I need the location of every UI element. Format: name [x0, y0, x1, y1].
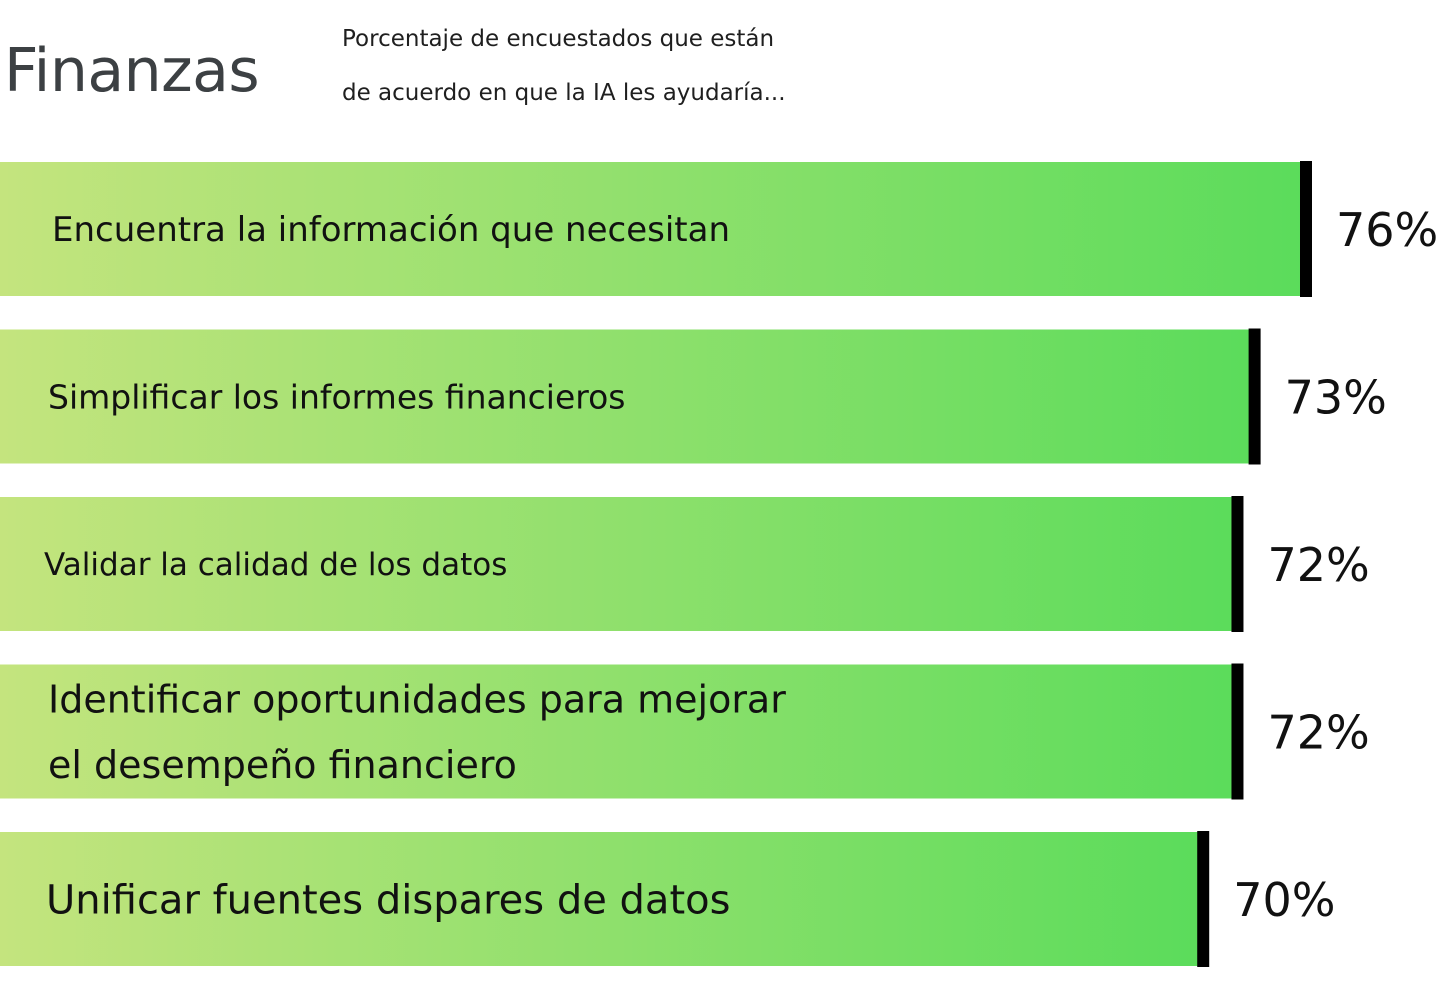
bar-end-marker-2	[1248, 328, 1261, 465]
bar-label-2: Simplificar los informes financieros	[48, 377, 625, 416]
bar-end-marker-5	[1197, 831, 1210, 967]
value-label-4: 72%	[1267, 706, 1369, 760]
subtitle-line-1: Porcentaje de encuestados que están	[342, 26, 775, 52]
chart-title: Finanzas	[4, 36, 260, 106]
bar-end-marker-1	[1300, 161, 1312, 297]
bar-label-4-line-2: el desempeño financiero	[48, 743, 517, 787]
value-label-5: 70%	[1233, 873, 1335, 927]
bar-3	[0, 497, 1234, 631]
subtitle-line-2: de acuerdo en que la IA les ayudaría...	[342, 80, 786, 106]
bar-end-marker-3	[1231, 496, 1244, 632]
chart-subtitle: Porcentaje de encuestados que están de a…	[342, 12, 902, 120]
bar-5	[0, 832, 1200, 966]
bar-2	[0, 329, 1251, 464]
bar-label-5: Unificar fuentes dispares de datos	[46, 877, 730, 923]
bar-label-3: Validar la calidad de los datos	[44, 547, 507, 583]
bar-label-4-line-1: Identificar oportunidades para mejorar	[48, 678, 786, 722]
bar-1	[0, 162, 1302, 296]
bar-end-marker-4	[1231, 663, 1244, 800]
bar-label-1: Encuentra la información que necesitan	[52, 210, 730, 250]
value-label-1: 76%	[1336, 203, 1438, 257]
value-label-3: 72%	[1267, 538, 1369, 592]
value-label-2: 73%	[1285, 371, 1387, 425]
bars-group: Encuentra la información que necesitan 76…	[0, 161, 1438, 967]
bar-4	[0, 664, 1234, 799]
